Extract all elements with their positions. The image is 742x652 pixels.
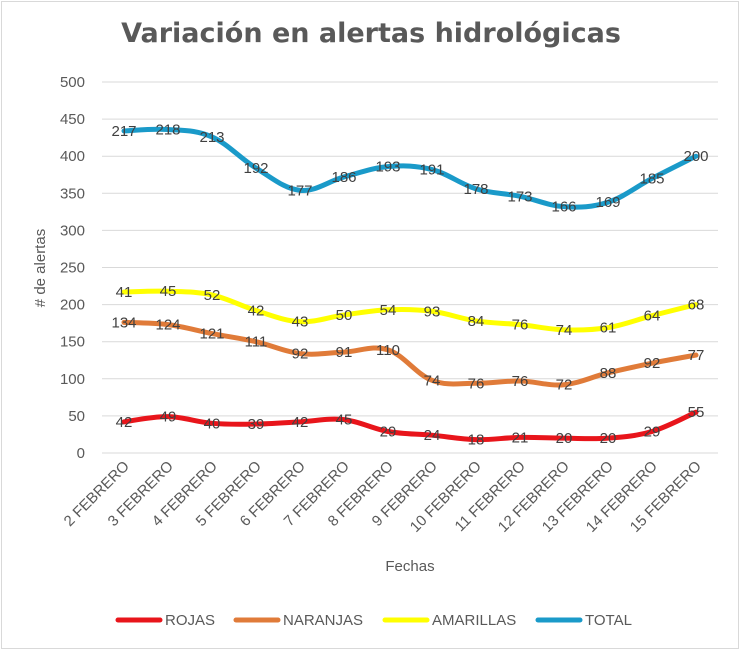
data-label-naranjas: 72 — [556, 377, 573, 394]
series-line-total — [121, 126, 699, 210]
y-tick-label: 50 — [68, 408, 85, 425]
data-label-amarillas: 43 — [292, 314, 309, 331]
data-label-naranjas: 111 — [245, 334, 268, 351]
data-label-naranjas: 92 — [644, 355, 661, 372]
data-label-rojas: 29 — [644, 423, 661, 440]
data-label-amarillas: 64 — [644, 308, 661, 325]
y-tick-label: 400 — [60, 148, 85, 165]
y-axis-ticks: 0 50 100 150 200 250 300 350 400 450 500 — [60, 74, 85, 462]
data-label-total: 166 — [551, 199, 576, 216]
y-tick-label: 250 — [60, 260, 85, 277]
data-labels: 42 49 40 39 42 45 29 24 18 21 20 20 29 55 134 124 121 111… — [111, 121, 708, 448]
legend-label-amarillas: AMARILLAS — [432, 612, 516, 629]
data-label-rojas: 49 — [160, 409, 177, 426]
data-label-rojas: 20 — [556, 430, 573, 447]
series-lines — [121, 126, 699, 443]
data-label-amarillas: 68 — [688, 297, 705, 314]
data-label-naranjas: 110 — [376, 342, 400, 359]
data-label-amarillas: 74 — [556, 322, 573, 339]
data-label-amarillas: 41 — [116, 284, 133, 301]
y-tick-label: 0 — [77, 445, 85, 462]
data-label-total: 217 — [111, 123, 136, 140]
data-label-rojas: 42 — [116, 414, 133, 431]
y-tick-label: 500 — [60, 74, 85, 91]
data-label-naranjas: 88 — [600, 365, 617, 382]
data-label-naranjas: 77 — [688, 347, 705, 364]
data-label-naranjas: 124 — [155, 317, 180, 334]
data-label-total: 185 — [639, 170, 664, 187]
data-label-amarillas: 52 — [204, 287, 221, 304]
series-line-rojas — [121, 409, 699, 443]
data-label-naranjas: 76 — [468, 375, 485, 392]
data-label-naranjas: 76 — [512, 373, 529, 390]
data-label-total: 186 — [331, 169, 356, 186]
y-tick-label: 100 — [60, 371, 85, 388]
series-line-amarillas — [121, 288, 699, 333]
data-label-amarillas: 50 — [336, 307, 353, 324]
legend-label-total: TOTAL — [585, 612, 632, 629]
y-axis-title: # de alertas — [32, 229, 49, 307]
data-label-rojas: 18 — [468, 432, 485, 449]
y-tick-label: 300 — [60, 222, 85, 239]
data-label-naranjas: 74 — [424, 372, 441, 389]
data-label-rojas: 40 — [204, 415, 221, 432]
x-axis-title: Fechas — [385, 558, 434, 575]
legend-label-rojas: ROJAS — [165, 612, 215, 629]
data-label-total: 193 — [375, 159, 400, 176]
data-label-amarillas: 54 — [380, 302, 397, 319]
data-label-amarillas: 61 — [600, 320, 617, 337]
y-tick-label: 150 — [60, 334, 85, 351]
data-label-naranjas: 121 — [199, 326, 224, 343]
data-label-rojas: 42 — [292, 414, 309, 431]
chart-title: Variación en alertas hidrológicas — [121, 18, 621, 49]
data-label-naranjas: 92 — [292, 346, 309, 363]
legend-label-naranjas: NARANJAS — [283, 612, 363, 629]
gridlines — [102, 81, 718, 454]
data-label-rojas: 29 — [380, 423, 397, 440]
y-tick-label: 450 — [60, 111, 85, 128]
data-label-total: 169 — [595, 194, 620, 211]
data-label-naranjas: 134 — [111, 314, 136, 331]
data-label-amarillas: 84 — [468, 313, 485, 330]
data-label-total: 191 — [419, 162, 444, 179]
data-label-rojas: 45 — [336, 412, 353, 429]
data-label-total: 218 — [155, 121, 180, 138]
data-label-rojas: 24 — [424, 427, 441, 444]
data-label-total: 177 — [287, 182, 312, 199]
data-label-total: 173 — [507, 188, 532, 205]
data-label-amarillas: 93 — [424, 303, 441, 320]
data-label-naranjas: 91 — [336, 344, 353, 361]
data-label-rojas: 39 — [248, 416, 265, 433]
data-label-rojas: 20 — [600, 430, 617, 447]
y-tick-label: 350 — [60, 185, 85, 202]
data-label-rojas: 21 — [512, 429, 529, 446]
data-label-total: 178 — [463, 181, 488, 198]
data-label-total: 200 — [683, 148, 708, 165]
data-label-total: 192 — [243, 160, 268, 177]
data-label-amarillas: 76 — [512, 317, 529, 334]
data-label-amarillas: 45 — [160, 283, 177, 300]
legend: ROJAS NARANJAS AMARILLAS TOTAL — [115, 612, 632, 629]
data-label-rojas: 55 — [688, 404, 705, 421]
data-label-total: 213 — [199, 129, 224, 146]
data-label-amarillas: 42 — [248, 303, 265, 320]
y-tick-label: 200 — [60, 297, 85, 314]
series-line-naranjas — [121, 319, 699, 388]
